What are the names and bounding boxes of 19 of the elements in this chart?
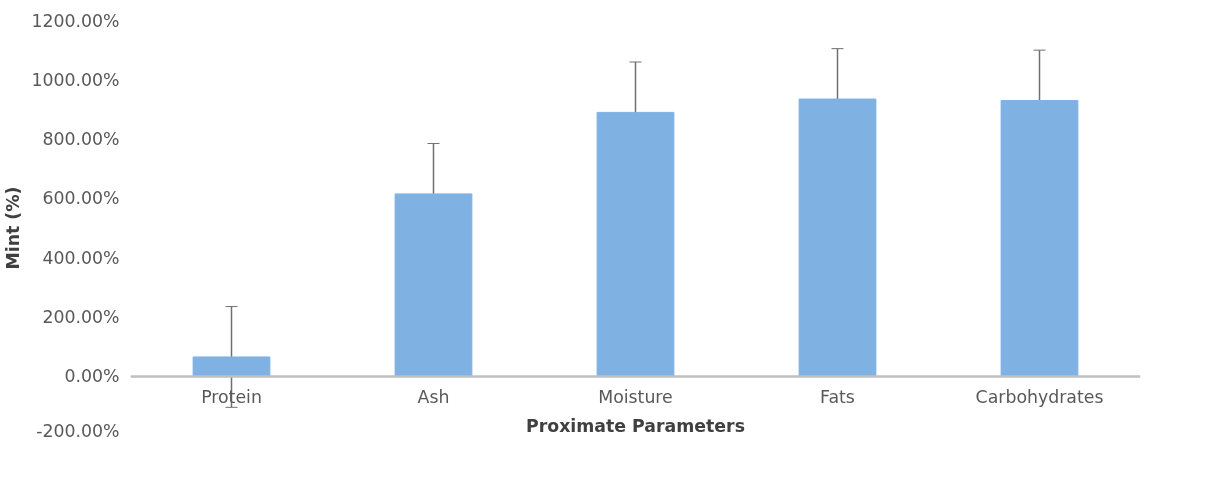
- bar: [394, 193, 473, 377]
- y-tick-label: 0.00%: [64, 366, 120, 387]
- x-tick-label: Carbohydrates: [975, 387, 1104, 408]
- y-tick-label: -200.00%: [36, 420, 120, 441]
- y-tick-label: 1200.00%: [31, 10, 120, 31]
- y-tick-label: 1000.00%: [31, 69, 120, 90]
- y-tick-label: 400.00%: [42, 247, 120, 268]
- bar: [596, 111, 675, 377]
- x-tick-label: Fats: [820, 387, 855, 408]
- x-tick-label: Ash: [417, 387, 450, 408]
- bar: [192, 356, 271, 377]
- x-tick-label: Moisture: [598, 387, 673, 408]
- x-axis-title: Proximate Parameters: [526, 415, 745, 436]
- y-tick-label: 800.00%: [42, 129, 120, 150]
- bar: [1000, 100, 1079, 377]
- y-tick-label: 200.00%: [42, 306, 120, 327]
- y-axis-title: Mint (%): [3, 186, 24, 270]
- bar: [798, 98, 877, 377]
- y-tick-label: 600.00%: [42, 188, 120, 209]
